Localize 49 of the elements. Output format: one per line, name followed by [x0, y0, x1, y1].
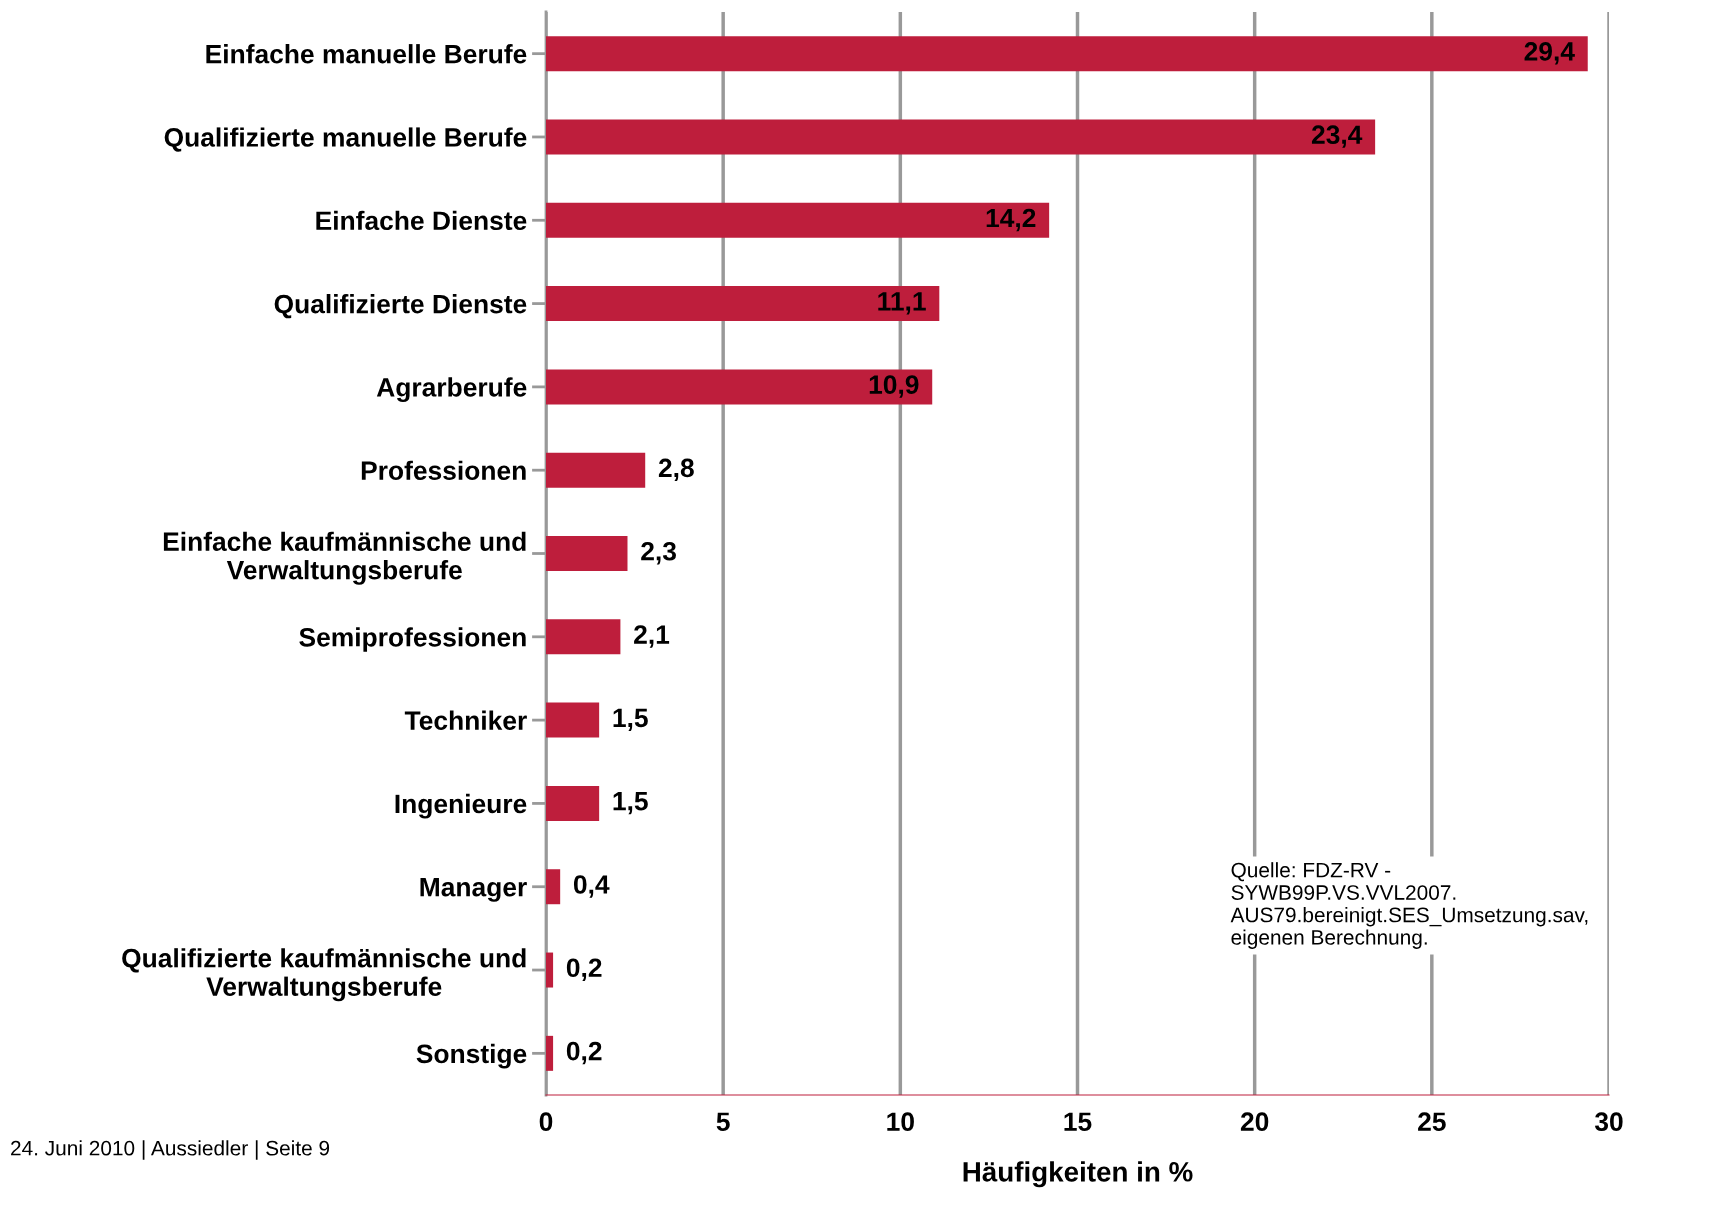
y-tick-label: Sonstige [416, 1043, 527, 1069]
x-tick-label: 20 [1240, 1112, 1269, 1132]
annotation: Quelle: FDZ-RV - SYWB99P.VS.VVL2007. AUS79.bereinigt.SES_Umsetzung.sav, eigenen Berechnung. [1230, 862, 1588, 949]
bar [546, 452, 646, 488]
data-label: 11,1 [878, 292, 926, 315]
y-tick-label: Einfache kaufmännische und Verwaltungsberufe [163, 531, 526, 585]
data-label: 2,8 [658, 458, 694, 482]
y-tick-label: Manager [420, 878, 527, 902]
bar [546, 619, 621, 655]
y-tick-label: Semiprofessionen [299, 627, 526, 652]
x-tick-label: 30 [1594, 1112, 1623, 1132]
y-tick-label: Ingenieure [395, 793, 527, 819]
y-tick-label: Qualifizierte manuelle Berufe [164, 127, 527, 152]
y-tick-label: Einfache Dienste [316, 210, 527, 231]
bar [546, 1035, 554, 1071]
data-label: 2,3 [641, 541, 676, 565]
bar [546, 702, 600, 738]
data-label: 23,4 [1311, 125, 1363, 148]
y-tick-label: Qualifizierte Dienste [274, 294, 527, 319]
x-tick-label: 5 [716, 1112, 730, 1132]
data-label: 0,4 [573, 875, 610, 898]
text: 24. Juni 2010 | Aussiedler | Seite 9 [11, 1140, 330, 1160]
bar [546, 119, 1376, 155]
y-tick-label: Professionen [361, 460, 526, 481]
y-tick-label: Einfache manuelle Berufe [206, 44, 527, 64]
bar [546, 536, 628, 571]
data-label: 14,2 [986, 208, 1036, 232]
x-tick-label: 10 [887, 1112, 914, 1132]
y-tick-label: Techniker [404, 710, 527, 730]
x-tick-label: 15 [1064, 1112, 1092, 1132]
x-tick-label: 25 [1418, 1112, 1446, 1132]
bar [546, 36, 1588, 72]
y-tick-label: Qualifizierte kaufmännische und Verwaltungsberufe [122, 948, 526, 1002]
bar [546, 202, 1050, 238]
data-label: 29,4 [1524, 42, 1575, 65]
data-label: 1,5 [613, 708, 648, 732]
bar [546, 369, 933, 405]
x-tick-label: 0 [539, 1112, 553, 1132]
data-label: 10,9 [869, 375, 919, 398]
data-label: 1,5 [613, 792, 648, 815]
data-label: 0,2 [566, 958, 602, 981]
bar [546, 785, 600, 821]
data-label: 0,2 [566, 1041, 602, 1065]
x-axis-title: Häufigkeiten in % [963, 1161, 1193, 1188]
data-label: 2,1 [634, 625, 670, 648]
y-tick-label: Agrarberufe [376, 377, 527, 403]
bar [546, 286, 940, 322]
bar [546, 869, 561, 905]
bar [546, 952, 554, 988]
